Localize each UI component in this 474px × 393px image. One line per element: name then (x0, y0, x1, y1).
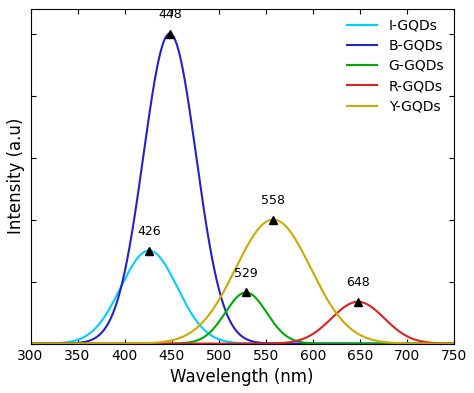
B-GQDs (167, 31, 173, 36)
G-GQDs (190, 340, 196, 344)
Y-axis label: Intensity (a.u): Intensity (a.u) (7, 118, 25, 234)
I-GQDs (397, 341, 403, 346)
Y-GQDs (451, 341, 457, 346)
Y-GQDs (76, 341, 82, 346)
Legend: I-GQDs, B-GQDs, G-GQDs, R-GQDs, Y-GQDs: I-GQDs, B-GQDs, G-GQDs, R-GQDs, Y-GQDs (341, 13, 450, 119)
Text: 448: 448 (158, 8, 182, 21)
B-GQDs (209, 252, 214, 257)
Text: 558: 558 (261, 194, 285, 207)
Text: 648: 648 (346, 276, 370, 289)
B-GQDs (397, 341, 403, 346)
R-GQDs (443, 341, 448, 346)
B-GQDs (27, 341, 33, 346)
G-GQDs (101, 341, 107, 346)
I-GQDs (190, 314, 196, 318)
G-GQDs (443, 341, 448, 346)
Y-GQDs (270, 217, 276, 222)
I-GQDs (209, 333, 214, 338)
R-GQDs (209, 341, 214, 346)
R-GQDs (101, 341, 107, 346)
Text: 426: 426 (137, 225, 161, 238)
G-GQDs (209, 329, 214, 334)
Line: B-GQDs: B-GQDs (30, 33, 454, 343)
Line: R-GQDs: R-GQDs (30, 302, 454, 343)
G-GQDs (27, 341, 33, 346)
G-GQDs (76, 341, 82, 346)
R-GQDs (76, 341, 82, 346)
I-GQDs (451, 341, 457, 346)
Line: Y-GQDs: Y-GQDs (30, 220, 454, 343)
Line: I-GQDs: I-GQDs (30, 251, 454, 343)
I-GQDs (443, 341, 448, 346)
B-GQDs (451, 341, 457, 346)
Y-GQDs (443, 341, 448, 346)
Y-GQDs (101, 341, 107, 346)
R-GQDs (190, 341, 196, 346)
Line: G-GQDs: G-GQDs (30, 292, 454, 343)
I-GQDs (101, 315, 107, 320)
G-GQDs (243, 290, 249, 295)
Text: 529: 529 (234, 267, 258, 280)
R-GQDs (397, 330, 403, 334)
R-GQDs (355, 299, 361, 304)
I-GQDs (27, 341, 33, 346)
B-GQDs (101, 328, 107, 332)
B-GQDs (190, 131, 196, 136)
I-GQDs (76, 337, 82, 342)
G-GQDs (451, 341, 457, 346)
R-GQDs (27, 341, 33, 346)
Y-GQDs (27, 341, 33, 346)
Y-GQDs (397, 341, 403, 345)
B-GQDs (443, 341, 448, 346)
Y-GQDs (209, 309, 214, 314)
B-GQDs (76, 340, 82, 345)
X-axis label: Wavelength (nm): Wavelength (nm) (171, 368, 314, 386)
Y-GQDs (190, 329, 196, 333)
G-GQDs (397, 341, 403, 346)
R-GQDs (451, 341, 457, 346)
I-GQDs (146, 248, 152, 253)
